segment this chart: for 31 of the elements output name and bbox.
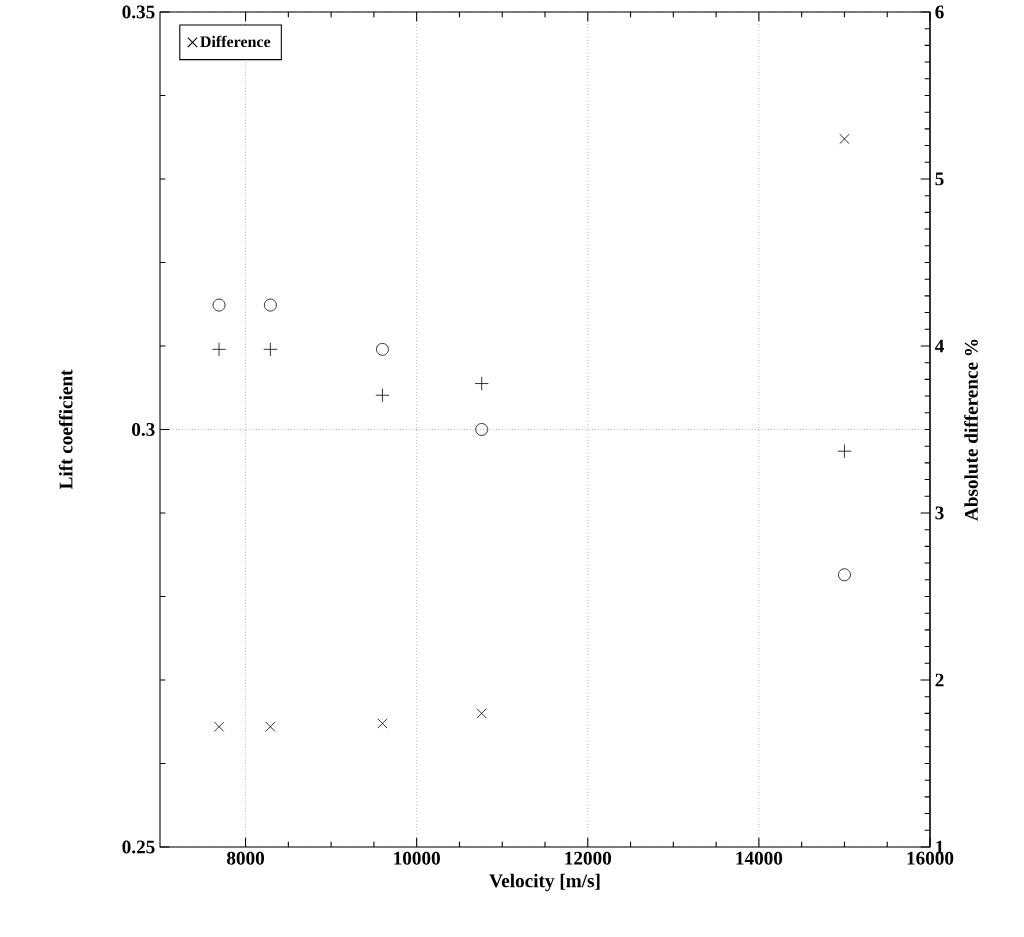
point	[839, 133, 850, 145]
x-tick-label: 8000	[226, 851, 265, 865]
x-tick-label: 12000	[565, 851, 612, 865]
point	[474, 376, 489, 391]
y2-tick-label: 6	[935, 5, 944, 19]
y2-axis-title: Absolute difference %	[964, 339, 978, 521]
y2-tick-label: 3	[935, 506, 944, 520]
point	[838, 568, 851, 582]
point	[375, 388, 390, 403]
legend-label: Difference	[200, 35, 271, 48]
point	[212, 298, 226, 312]
y-tick-label: 0.3	[132, 422, 155, 436]
point	[263, 342, 278, 357]
y-tick-label: 0.25	[122, 840, 155, 854]
point	[476, 708, 487, 719]
point	[263, 298, 277, 312]
y-tick-label: 0.35	[122, 5, 155, 19]
x-tick-label: 14000	[736, 851, 783, 865]
point	[837, 444, 852, 459]
y2-tick-label: 2	[935, 673, 944, 687]
point	[265, 721, 276, 732]
point	[376, 342, 389, 356]
x-tick-label: 10000	[394, 851, 440, 865]
point	[377, 718, 388, 729]
y-axis-title: Lift coefficient	[58, 369, 73, 490]
point	[211, 342, 227, 357]
point	[213, 721, 225, 732]
point	[475, 423, 489, 436]
y2-tick-label: 4	[934, 339, 944, 353]
y2-tick-label: 5	[935, 172, 944, 186]
x-axis-title: Velocity [m/s]	[489, 873, 600, 892]
